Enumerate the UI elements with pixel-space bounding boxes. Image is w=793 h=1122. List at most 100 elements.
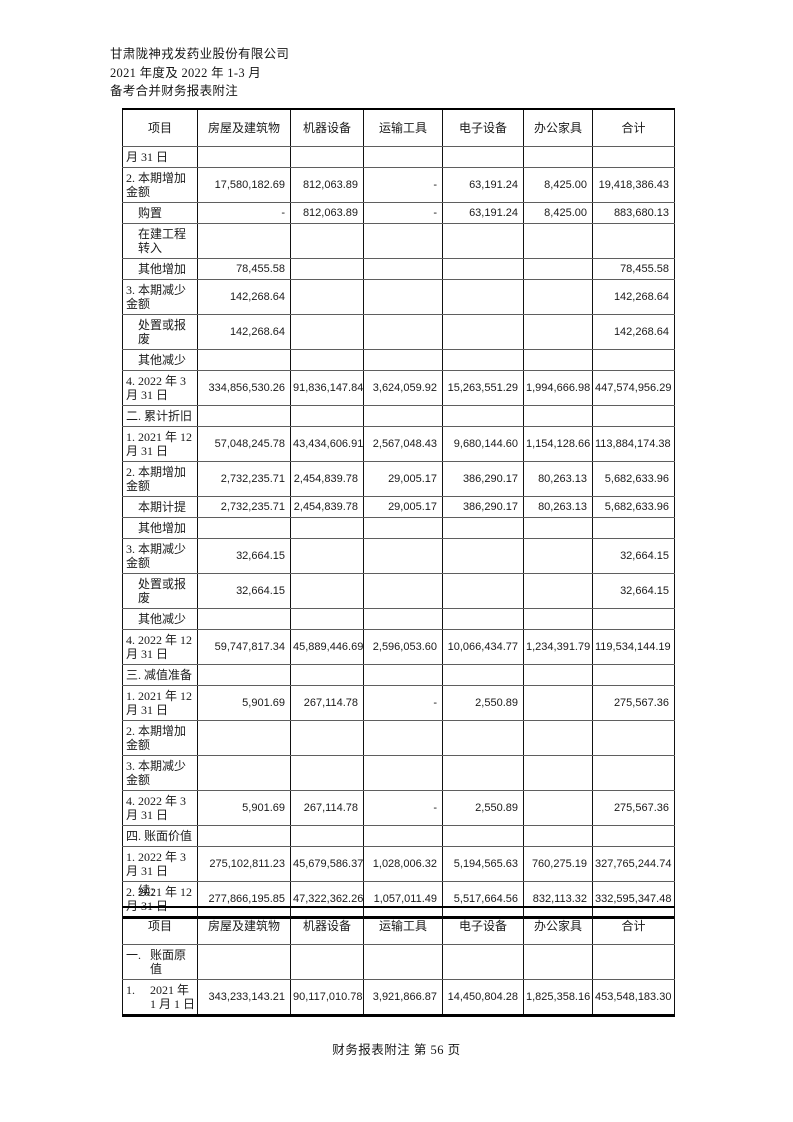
value-cell: 760,275.19 xyxy=(523,846,593,882)
value-cell xyxy=(523,146,593,168)
value-cell: 32,664.15 xyxy=(197,538,291,574)
value-cell: 267,114.78 xyxy=(290,685,364,721)
value-cell: 57,048,245.78 xyxy=(197,426,291,462)
value-cell xyxy=(197,755,291,791)
value-cell: 5,901.69 xyxy=(197,790,291,826)
fixed-assets-table-continued: 项目 房屋及建筑物 机器设备 运输工具 电子设备 办公家具 合计 一. 账面原值 1… xyxy=(122,906,675,1017)
col-header-machinery: 机器设备 xyxy=(290,906,364,945)
value-cell xyxy=(592,720,675,756)
value-cell xyxy=(363,146,443,168)
value-cell: 8,425.00 xyxy=(523,202,593,224)
table-row: 二. 累计折旧 xyxy=(122,405,675,427)
value-cell: 17,580,182.69 xyxy=(197,167,291,203)
col-header-item: 项目 xyxy=(122,108,198,147)
row-label-cell: 本期计提 xyxy=(122,496,198,518)
value-cell xyxy=(523,517,593,539)
col-header-vehicles: 运输工具 xyxy=(363,906,443,945)
value-cell xyxy=(523,279,593,315)
value-cell xyxy=(363,279,443,315)
value-cell: 14,450,804.28 xyxy=(442,979,524,1016)
value-cell: 63,191.24 xyxy=(442,202,524,224)
value-cell xyxy=(363,573,443,609)
col-header-total: 合计 xyxy=(592,906,675,945)
value-cell: 5,901.69 xyxy=(197,685,291,721)
table-row: 月 31 日 xyxy=(122,146,675,168)
value-cell: 43,434,606.91 xyxy=(290,426,364,462)
value-cell xyxy=(592,405,675,427)
row-number: 1. xyxy=(126,983,135,997)
page-footer: 财务报表附注 第 56 页 xyxy=(332,1043,461,1057)
value-cell: 275,567.36 xyxy=(592,685,675,721)
table1-body: 月 31 日 2. 本期增加金额 17,580,182.69 812,063.89-6… xyxy=(122,146,675,918)
value-cell xyxy=(363,517,443,539)
row-label-cell: 3. 本期减少金额 xyxy=(122,279,198,315)
value-cell xyxy=(442,573,524,609)
row-label-cell: 4. 2022 年 12 月 31 日 xyxy=(122,629,198,665)
row-label-cell: 3. 本期减少金额 xyxy=(122,538,198,574)
value-cell xyxy=(197,517,291,539)
value-cell xyxy=(197,608,291,630)
row-label-cell: 4. 2022 年 3 月 31 日 xyxy=(122,790,198,826)
value-cell xyxy=(523,258,593,280)
value-cell xyxy=(197,664,291,686)
col-header-buildings: 房屋及建筑物 xyxy=(197,906,291,945)
value-cell xyxy=(290,349,364,371)
value-cell: 80,263.13 xyxy=(523,461,593,497)
value-cell xyxy=(523,685,593,721)
table-row: 本期计提 2,732,235.71 2,454,839.78 29,005.17 386… xyxy=(122,496,675,518)
table-header-row: 项目 房屋及建筑物 机器设备 运输工具 电子设备 办公家具 合计 xyxy=(122,108,675,147)
row-label-text: 2021 年 1 月 1 日 xyxy=(150,983,196,1011)
value-cell xyxy=(197,146,291,168)
value-cell: 142,268.64 xyxy=(592,314,675,350)
value-cell: 275,567.36 xyxy=(592,790,675,826)
value-cell: 2,596,053.60 xyxy=(363,629,443,665)
table-header-row: 项目 房屋及建筑物 机器设备 运输工具 电子设备 办公家具 合计 xyxy=(122,906,675,945)
value-cell: 386,290.17 xyxy=(442,461,524,497)
value-cell xyxy=(197,720,291,756)
company-name: 甘肃陇神戎发药业股份有限公司 xyxy=(110,47,290,61)
value-cell: 8,425.00 xyxy=(523,167,593,203)
value-cell xyxy=(523,223,593,259)
value-cell xyxy=(363,608,443,630)
table-row: 4. 2022 年 12 月 31 日 59,747,817.34 45,889,4… xyxy=(122,629,675,665)
value-cell xyxy=(592,349,675,371)
value-cell: 15,263,551.29 xyxy=(442,370,524,406)
value-cell: 5,682,633.96 xyxy=(592,461,675,497)
value-cell xyxy=(442,279,524,315)
value-cell xyxy=(442,720,524,756)
value-cell xyxy=(523,573,593,609)
value-cell: 78,455.58 xyxy=(197,258,291,280)
value-cell: 2,732,235.71 xyxy=(197,496,291,518)
table-row: 3. 本期减少金额 32,664.15 32,664.15 xyxy=(122,538,675,574)
row-label-cell: 其他减少 xyxy=(122,608,198,630)
value-cell: 142,268.64 xyxy=(197,314,291,350)
value-cell xyxy=(290,755,364,791)
table-row: 其他增加 xyxy=(122,517,675,539)
col-header-total: 合计 xyxy=(592,108,675,147)
value-cell: 29,005.17 xyxy=(363,461,443,497)
table-row: 其他减少 xyxy=(122,608,675,630)
value-cell xyxy=(197,825,291,847)
value-cell: 3,624,059.92 xyxy=(363,370,443,406)
value-cell xyxy=(523,608,593,630)
value-cell: 45,889,446.69 xyxy=(290,629,364,665)
value-cell: 32,664.15 xyxy=(592,538,675,574)
value-cell xyxy=(290,608,364,630)
table-row: 其他减少 xyxy=(122,349,675,371)
value-cell xyxy=(592,664,675,686)
value-cell xyxy=(290,314,364,350)
table-row: 2. 本期增加金额 17,580,182.69 812,063.89-63,191.… xyxy=(122,167,675,203)
row-label-cell: 一. 账面原值 xyxy=(122,944,198,980)
value-cell xyxy=(197,223,291,259)
row-label-cell: 3. 本期减少金额 xyxy=(122,755,198,791)
value-cell xyxy=(523,825,593,847)
table-row: 四. 账面价值 xyxy=(122,825,675,847)
value-cell: 447,574,956.29 xyxy=(592,370,675,406)
table-row: 4. 2022 年 3 月 31 日 334,856,530.26 91,836,1… xyxy=(122,370,675,406)
value-cell: 2,732,235.71 xyxy=(197,461,291,497)
value-cell xyxy=(442,349,524,371)
value-cell xyxy=(290,720,364,756)
value-cell xyxy=(363,825,443,847)
row-label-cell: 处置或报废 xyxy=(122,314,198,350)
